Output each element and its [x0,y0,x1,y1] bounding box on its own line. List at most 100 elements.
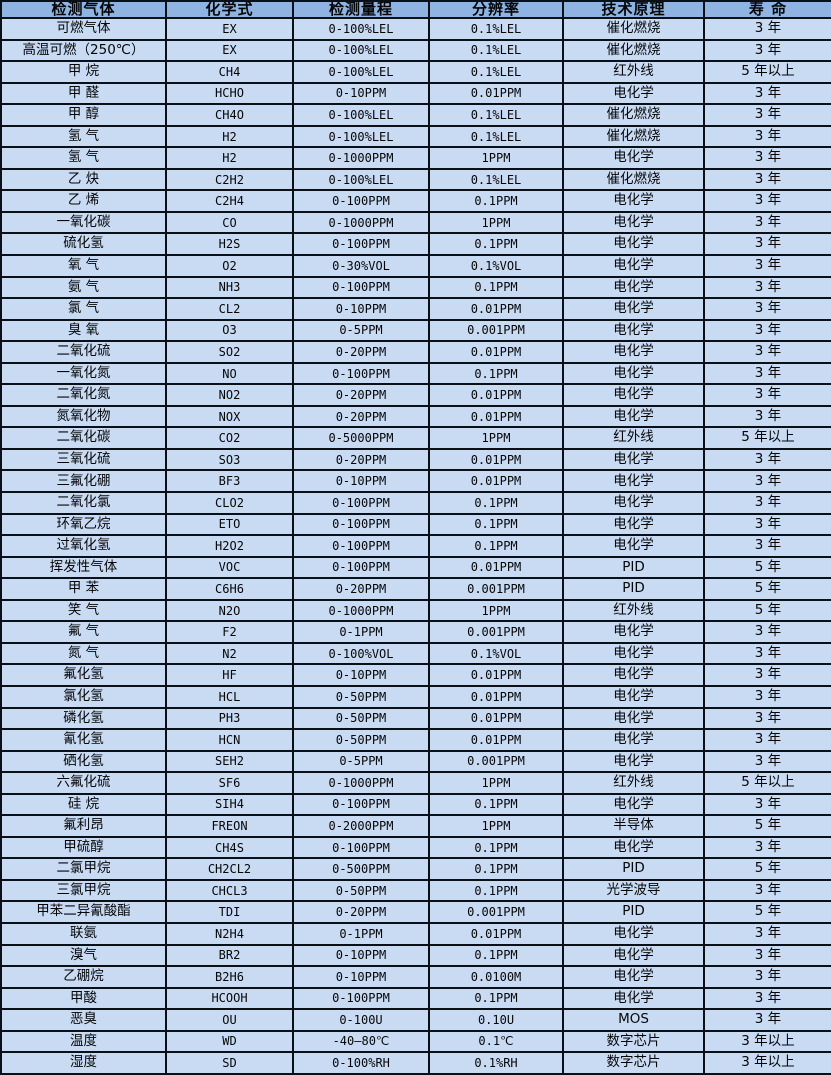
resolution-cell: 1PPM [428,771,564,795]
gas-name-cell: 甲 苯 [0,577,167,601]
gas-name-cell: 硅 烷 [0,792,167,817]
resolution-cell: 0.1PPM [428,512,564,537]
resolution-cell: 0.01PPM [428,728,564,752]
lifespan-cell: 3 年 [703,943,831,968]
lifespan-cell: 3 年 [703,749,831,774]
principle-cell: 光学波导 [562,878,705,903]
gas-name-cell: 二氯甲烷 [0,857,167,881]
formula-cell: H2O2 [165,534,294,558]
resolution-cell: 1PPM [428,426,564,450]
lifespan-cell: 5 年 [703,900,831,924]
formula-cell: SO3 [165,447,294,472]
principle-cell: PID [562,857,705,881]
range-cell: 0-100PPM [292,835,430,860]
principle-cell: 电化学 [562,340,705,364]
formula-cell: HF [165,663,294,687]
table-row: 二氯甲烷 CH2CL2 0-500PPM 0.1PPM PID 5 年 [0,857,831,881]
lifespan-cell: 3 年 [703,318,831,343]
gas-name-cell: 过氧化氢 [0,534,167,558]
gas-name-cell: 硫化氢 [0,232,167,256]
formula-cell: CHCL3 [165,878,294,903]
gas-name-cell: 氯 气 [0,297,167,321]
lifespan-cell: 3 年 [703,232,831,256]
table-row: 温度 WD -40—80℃ 0.1℃ 数字芯片 3 年以上 [0,1029,831,1054]
range-cell: 0-100PPM [292,792,430,817]
principle-cell: 电化学 [562,189,705,213]
formula-cell: HCOOH [165,986,294,1011]
lifespan-cell: 3 年以上 [703,1029,831,1054]
range-cell: 0-10PPM [292,965,430,989]
lifespan-cell: 3 年 [703,512,831,537]
gas-name-cell: 可燃气体 [0,17,167,41]
resolution-cell: 0.01PPM [428,340,564,364]
lifespan-cell: 3 年 [703,663,831,687]
principle-cell: MOS [562,1008,705,1032]
table-row: 氟利昂 FREON 0-2000PPM 1PPM 半导体 5 年 [0,814,831,838]
table-row: 三氧化硫 SO3 0-20PPM 0.01PPM 电化学 3 年 [0,447,831,472]
principle-cell: 电化学 [562,835,705,860]
table-row: 湿度 SD 0-100%RH 0.1%RH 数字芯片 3 年以上 [0,1051,831,1075]
principle-cell: 电化学 [562,232,705,256]
table-row: 挥发性气体 VOC 0-100PPM 0.01PPM PID 5 年 [0,555,831,580]
formula-cell: CH4S [165,835,294,860]
lifespan-cell: 5 年 [703,857,831,881]
principle-cell: 数字芯片 [562,1029,705,1054]
formula-cell: NOX [165,404,294,429]
principle-cell: 红外线 [562,771,705,795]
column-header-2: 检测量程 [292,0,430,19]
lifespan-cell: 3 年 [703,534,831,558]
lifespan-cell: 3 年 [703,1008,831,1032]
resolution-cell: 0.0100M [428,965,564,989]
resolution-cell: 0.1PPM [428,792,564,817]
formula-cell: SEH2 [165,749,294,774]
principle-cell: 电化学 [562,383,705,407]
lifespan-cell: 3 年 [703,641,831,666]
formula-cell: HCN [165,728,294,752]
formula-cell: SF6 [165,771,294,795]
table-row: 甲酸 HCOOH 0-100PPM 0.1PPM 电化学 3 年 [0,986,831,1011]
formula-cell: SO2 [165,340,294,364]
lifespan-cell: 3 年 [703,620,831,644]
range-cell: 0-20PPM [292,404,430,429]
principle-cell: PID [562,900,705,924]
gas-name-cell: 甲 醇 [0,103,167,127]
gas-name-cell: 甲苯二异氰酸酯 [0,900,167,924]
lifespan-cell: 3 年 [703,684,831,709]
formula-cell: F2 [165,620,294,644]
range-cell: 0-10PPM [292,81,430,106]
table-row: 一氧化氮 NO 0-100PPM 0.1PPM 电化学 3 年 [0,361,831,386]
formula-cell: C2H4 [165,189,294,213]
principle-cell: 半导体 [562,814,705,838]
table-row: 可燃气体 EX 0-100%LEL 0.1%LEL 催化燃烧 3 年 [0,17,831,41]
gas-name-cell: 硒化氢 [0,749,167,774]
resolution-cell: 0.1PPM [428,189,564,213]
range-cell: 0-100%LEL [292,38,430,63]
range-cell: 0-5000PPM [292,426,430,450]
table-row: 二氧化氯 CLO2 0-100PPM 0.1PPM 电化学 3 年 [0,491,831,515]
resolution-cell: 0.1PPM [428,534,564,558]
formula-cell: NO2 [165,383,294,407]
formula-cell: HCHO [165,81,294,106]
formula-cell: BF3 [165,469,294,494]
principle-cell: 催化燃烧 [562,38,705,63]
table-row: 甲 醇 CH4O 0-100%LEL 0.1%LEL 催化燃烧 3 年 [0,103,831,127]
range-cell: 0-1000PPM [292,771,430,795]
gas-name-cell: 笑 气 [0,598,167,623]
gas-name-cell: 一氧化氮 [0,361,167,386]
principle-cell: 电化学 [562,146,705,170]
principle-cell: PID [562,577,705,601]
table-row: 硅 烷 SIH4 0-100PPM 0.1PPM 电化学 3 年 [0,792,831,817]
formula-cell: NO [165,361,294,386]
principle-cell: 红外线 [562,598,705,623]
gas-name-cell: 磷化氢 [0,706,167,731]
principle-cell: 电化学 [562,792,705,817]
range-cell: 0-100PPM [292,232,430,256]
range-cell: 0-20PPM [292,383,430,407]
table-row: 硒化氢 SEH2 0-5PPM 0.001PPM 电化学 3 年 [0,749,831,774]
range-cell: 0-50PPM [292,728,430,752]
principle-cell: 电化学 [562,641,705,666]
range-cell: 0-100PPM [292,491,430,515]
principle-cell: 电化学 [562,297,705,321]
resolution-cell: 0.1PPM [428,232,564,256]
lifespan-cell: 5 年 [703,814,831,838]
